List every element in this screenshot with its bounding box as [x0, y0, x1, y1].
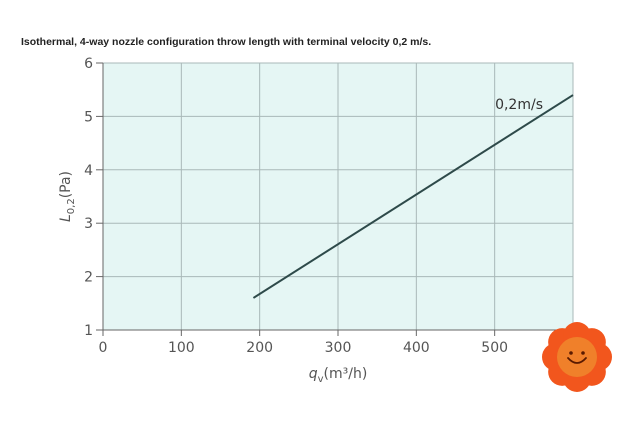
axes — [96, 62, 573, 336]
series-line — [252, 94, 574, 299]
y-tick-label: 1 — [84, 323, 93, 339]
x-tick-label: 400 — [403, 340, 430, 356]
x-tick-label: 0 — [99, 340, 108, 356]
y-tick-label: 6 — [84, 56, 93, 72]
grid — [103, 62, 574, 330]
flower-eye-right — [581, 351, 585, 355]
flower-eye-left — [569, 351, 573, 355]
smiling-flower-icon — [542, 322, 612, 392]
y-tick-label: 5 — [84, 109, 93, 125]
flower-center — [557, 337, 597, 377]
series: 0,2m/s — [252, 94, 574, 299]
x-tick-label: 100 — [168, 340, 195, 356]
chart-title: Isothermal, 4-way nozzle configuration t… — [21, 36, 432, 48]
y-tick-label: 3 — [84, 216, 93, 232]
tick-labels: 1 2 3 4 5 6 0 100 200 300 400 500 — [84, 56, 508, 356]
y-tick-label: 2 — [84, 270, 93, 286]
x-axis-label: qv(m³/h) — [309, 366, 368, 385]
y-axis-label: L0,2(Pa) — [58, 171, 77, 222]
flower-smile — [567, 357, 587, 364]
series-label: 0,2m/s — [495, 97, 543, 113]
x-tick-label: 300 — [325, 340, 352, 356]
x-tick-label: 200 — [246, 340, 273, 356]
y-tick-label: 4 — [84, 163, 93, 179]
x-tick-label: 500 — [481, 340, 508, 356]
